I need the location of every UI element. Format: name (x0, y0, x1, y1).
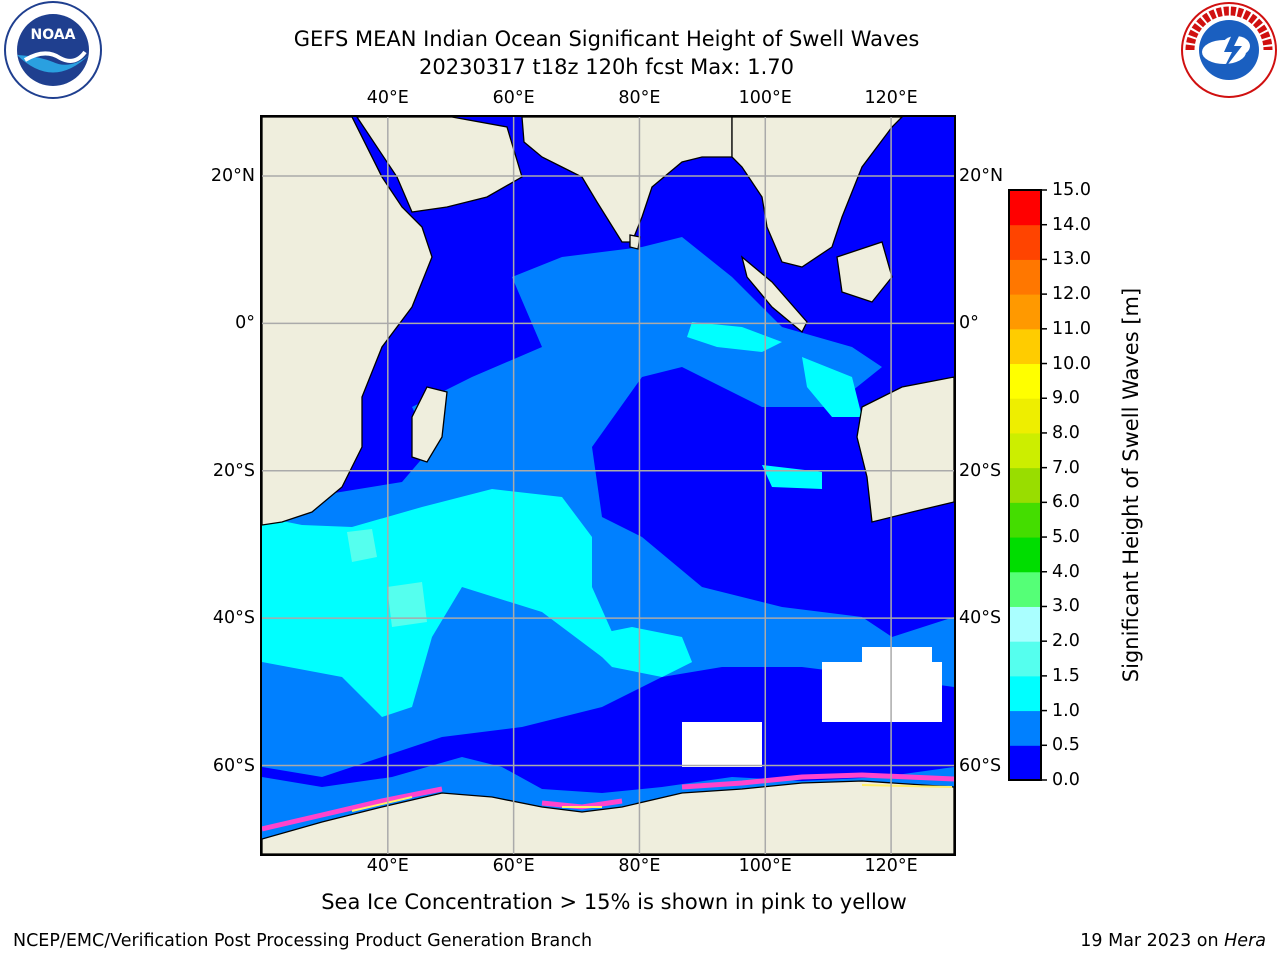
colorbar-level-label: 1.5 (1052, 665, 1080, 686)
colorbar-level-label: 4.0 (1052, 561, 1080, 582)
lat-tick-label-left: 60°S (212, 755, 255, 776)
lon-tick-label-bottom: 40°E (366, 856, 409, 876)
colorbar-level-label: 14.0 (1052, 214, 1091, 235)
lon-tick-label-bottom: 60°E (492, 856, 535, 876)
colorbar-segment (1009, 294, 1041, 330)
colorbar-level-label: 1.0 (1052, 700, 1080, 721)
swell-mid-band (262, 237, 954, 777)
africa-land (262, 117, 433, 526)
lat-tick-label-right: 20°N (959, 165, 1004, 186)
footer-date-text: 19 Mar 2023 on (1080, 931, 1225, 951)
footer-machine: Hera (1224, 931, 1266, 951)
colorbar-segment (1009, 606, 1041, 642)
colorbar-segment (1009, 675, 1041, 712)
noaa-logo-icon: NOAA (4, 1, 102, 99)
colorbar-segment (1009, 502, 1041, 538)
svg-text:NOAA: NOAA (31, 27, 76, 43)
footer-date: 19 Mar 2023 on Hera (1080, 931, 1266, 951)
colorbar-segment (1009, 190, 1041, 226)
lat-tick-label-right: 0° (959, 313, 979, 334)
lat-tick-label-left: 0° (235, 313, 255, 334)
land-masses (262, 117, 954, 854)
lon-tick-label-top: 120°E (864, 88, 918, 108)
colorbar (1008, 189, 1047, 781)
lat-tick-label-right: 40°S (959, 608, 1002, 629)
colorbar-segment (1009, 467, 1041, 503)
colorbar-level-label: 2.0 (1052, 631, 1080, 652)
colorbar-segment (1009, 398, 1041, 434)
lon-tick-label-bottom: 120°E (864, 856, 918, 876)
colorbar-segment (1009, 259, 1041, 295)
india-land (521, 117, 733, 243)
madagascar-land (411, 386, 448, 463)
colorbar-level-label: 0.5 (1052, 735, 1080, 756)
colorbar-level-label: 3.0 (1052, 596, 1080, 617)
footer-credit: NCEP/EMC/Verification Post Processing Pr… (13, 931, 593, 951)
colorbar-level-label: 13.0 (1052, 249, 1091, 270)
colorbar-level-label: 5.0 (1052, 527, 1080, 548)
colorbar-title: Significant Height of Swell Waves [m] (1119, 287, 1143, 683)
colorbar-segment (1009, 710, 1041, 746)
swell-lighter-patch (347, 529, 427, 627)
southeast-asia-land (731, 117, 903, 268)
colorbar-segment (1009, 224, 1041, 260)
swell-high-patch-central (687, 322, 862, 489)
arabia-land (356, 117, 523, 213)
map-canvas (262, 117, 954, 854)
lon-tick-label-bottom: 80°E (618, 856, 661, 876)
sri-lanka-land (629, 234, 641, 250)
lat-tick-label-left: 20°N (210, 165, 255, 186)
no-data-patches (682, 647, 942, 767)
colorbar-segment (1009, 571, 1041, 607)
colorbar-level-label: 0.0 (1052, 770, 1080, 790)
chart-subtitle: 20230317 t18z 120h fcst Max: 1.70 (419, 55, 794, 79)
colorbar-level-label: 6.0 (1052, 492, 1080, 513)
antarctica-land (262, 780, 954, 854)
colorbar-level-label: 11.0 (1052, 318, 1091, 339)
lat-tick-label-right: 60°S (959, 755, 1002, 776)
lat-tick-label-right: 20°S (959, 460, 1002, 481)
lon-tick-label-top: 80°E (618, 88, 661, 108)
colorbar-segment (1009, 363, 1041, 399)
colorbar-segment (1009, 537, 1041, 573)
borneo-land (836, 241, 893, 303)
colorbar-frame (1008, 189, 1042, 781)
lat-tick-label-left: 20°S (212, 460, 255, 481)
lon-tick-label-top: 100°E (738, 88, 792, 108)
colorbar-segment (1009, 745, 1041, 781)
colorbar-level-label: 7.0 (1052, 457, 1080, 478)
colorbar-level-label: 12.0 (1052, 284, 1091, 305)
graticule (262, 117, 954, 854)
australia-land (856, 376, 954, 523)
lat-tick-label-left: 40°S (212, 608, 255, 629)
sumatra-land (740, 255, 808, 334)
colorbar-level-label: 15.0 (1052, 180, 1091, 200)
colorbar-segment (1009, 328, 1041, 365)
colorbar-level-label: 10.0 (1052, 353, 1091, 374)
map-panel (260, 115, 956, 856)
chart-title: GEFS MEAN Indian Ocean Significant Heigh… (293, 27, 920, 51)
colorbar-segment (1009, 641, 1041, 677)
sea-ice-caption: Sea Ice Concentration > 15% is shown in … (321, 890, 907, 914)
swell-high-patch (582, 627, 692, 677)
nws-logo-icon (1181, 2, 1277, 98)
colorbar-level-label: 9.0 (1052, 388, 1080, 409)
colorbar-level-label: 8.0 (1052, 422, 1080, 443)
lon-tick-label-top: 60°E (492, 88, 535, 108)
sea-ice-yellow (351, 784, 953, 812)
lon-tick-label-bottom: 100°E (738, 856, 792, 876)
colorbar-segment (1009, 432, 1041, 469)
lon-tick-label-top: 40°E (366, 88, 409, 108)
